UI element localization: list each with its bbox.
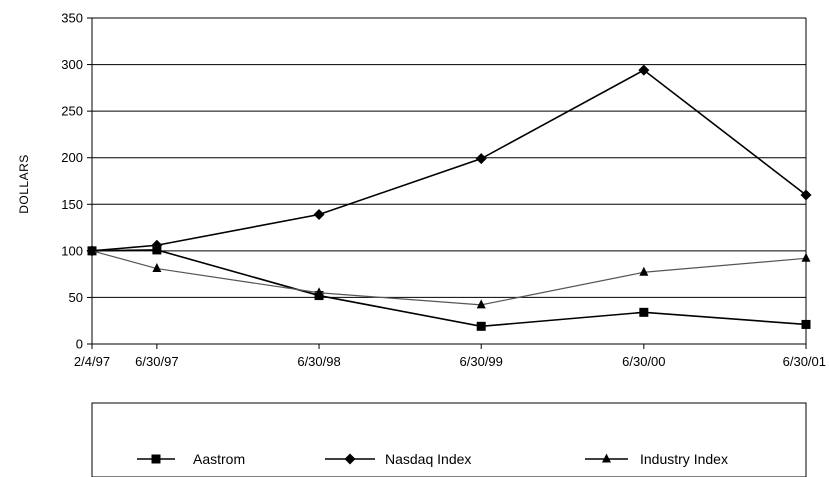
y-tick-label: 150 xyxy=(61,197,83,212)
series-lines xyxy=(86,64,812,331)
series-industry-index xyxy=(87,245,811,309)
x-tick-label: 6/30/00 xyxy=(622,354,665,369)
data-point-industry-index xyxy=(314,287,324,297)
legend-item-aastrom: Aastrom xyxy=(137,451,245,467)
legend: Aastrom Nasdaq Index Industry Index xyxy=(91,402,807,477)
x-tick-label: 6/30/98 xyxy=(297,354,340,369)
data-point-aastrom xyxy=(801,319,811,329)
y-axis-label: DOLLARS xyxy=(17,154,31,214)
legend-marker xyxy=(344,453,356,465)
x-tick-label: 6/30/99 xyxy=(460,354,503,369)
data-point-nasdaq-index xyxy=(475,153,487,165)
y-tick-label: 300 xyxy=(61,57,83,72)
y-tick-label: 200 xyxy=(61,150,83,165)
data-point-industry-index xyxy=(801,252,811,262)
legend-label: Industry Index xyxy=(640,451,728,467)
legend-marker xyxy=(602,453,611,463)
y-tick-label: 0 xyxy=(76,337,83,352)
x-tick-label: 2/4/97 xyxy=(74,354,110,369)
legend-label: Nasdaq Index xyxy=(385,451,471,467)
legend-label: Aastrom xyxy=(193,451,245,467)
y-axis-ticks: 0 50 100 150 200 250 300 350 xyxy=(61,11,92,352)
y-tick-label: 100 xyxy=(61,243,83,258)
gridlines xyxy=(92,17,806,345)
legend-marker xyxy=(151,454,161,464)
data-point-industry-index xyxy=(639,266,649,276)
legend-item-nasdaq-index: Nasdaq Index xyxy=(325,451,471,467)
legend-box xyxy=(91,402,807,477)
y-tick-label: 250 xyxy=(61,104,83,119)
data-point-industry-index xyxy=(87,245,97,255)
series-line-industry-index xyxy=(91,250,807,306)
series-line-aastrom xyxy=(91,249,807,328)
y-tick-label: 350 xyxy=(61,11,83,26)
x-tick-label: 6/30/97 xyxy=(135,354,178,369)
series-line-nasdaq-index xyxy=(91,69,807,252)
y-tick-label: 50 xyxy=(69,290,83,305)
data-point-nasdaq-index xyxy=(800,189,812,201)
data-point-nasdaq-index xyxy=(638,64,650,76)
series-aastrom xyxy=(87,245,811,331)
x-axis-ticks: 2/4/97 6/30/97 6/30/98 6/30/99 6/30/00 6/30/0… xyxy=(74,344,826,369)
data-point-industry-index xyxy=(476,299,486,309)
x-tick-label: 6/30/01 xyxy=(783,354,826,369)
data-point-industry-index xyxy=(152,263,162,273)
data-point-nasdaq-index xyxy=(313,209,325,221)
legend-item-industry-index: Industry Index xyxy=(585,451,728,467)
axes xyxy=(91,18,807,344)
series-nasdaq-index xyxy=(86,64,812,257)
data-point-aastrom xyxy=(639,307,649,317)
data-point-nasdaq-index xyxy=(151,239,163,251)
data-point-aastrom xyxy=(476,321,486,331)
